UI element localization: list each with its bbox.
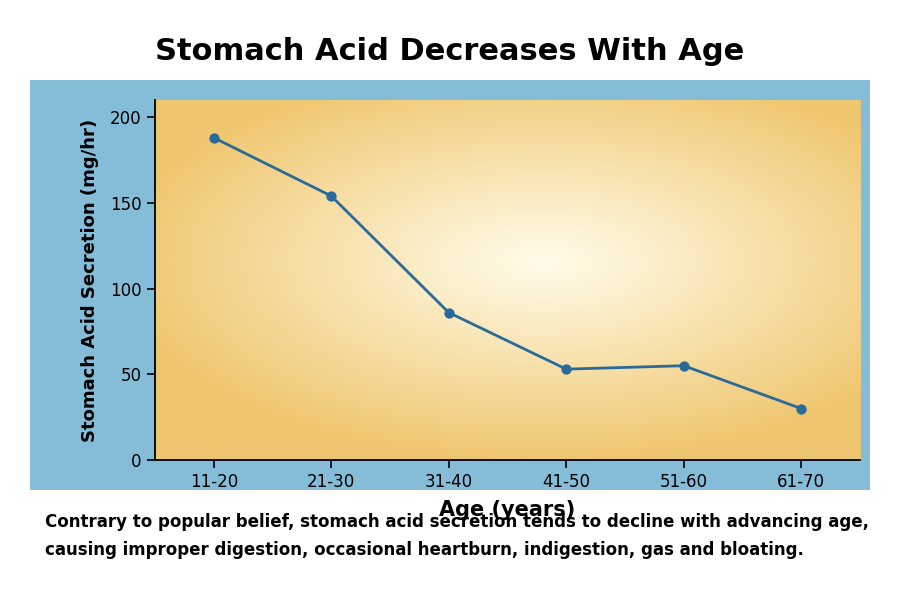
Point [794,404,808,413]
Text: Stomach Acid Decreases With Age: Stomach Acid Decreases With Age [156,37,744,65]
Point [559,364,573,374]
Point [442,308,456,317]
Point [324,191,338,201]
Y-axis label: Stomach Acid Secretion (mg/hr): Stomach Acid Secretion (mg/hr) [81,118,99,442]
X-axis label: Age (years): Age (years) [439,500,576,520]
Point [677,361,691,371]
Point [206,133,221,143]
Text: Contrary to popular belief, stomach acid secretion tends to decline with advanci: Contrary to popular belief, stomach acid… [45,513,869,559]
